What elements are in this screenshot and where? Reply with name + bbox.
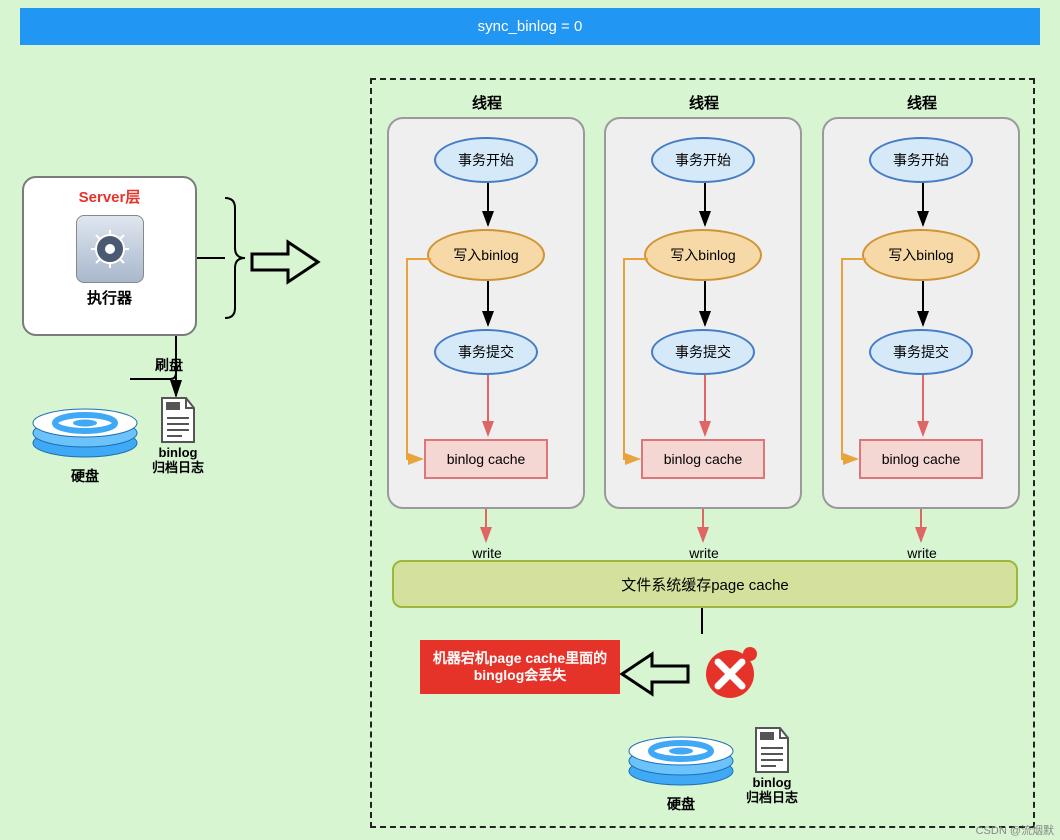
thread-col: 线程 事务开始 写入binlog 事务提交 binlog cache write bbox=[604, 92, 804, 561]
disk-bottom: 硬盘 bbox=[626, 723, 736, 814]
disk-left: 硬盘 bbox=[30, 395, 140, 486]
thread-col: 线程 事务开始 写入binlog 事务提交 binlog cache wr bbox=[387, 92, 587, 561]
step-write: 写入binlog bbox=[427, 229, 545, 281]
binlog-file-left: binlog 归档日志 bbox=[148, 396, 208, 476]
thread-inner: 事务开始 写入binlog 事务提交 binlog cache bbox=[387, 117, 585, 509]
page-cache: 文件系统缓存page cache bbox=[392, 560, 1018, 608]
threads-container: 线程 事务开始 写入binlog 事务提交 binlog cache wr bbox=[370, 78, 1035, 828]
disk-bottom-label: 硬盘 bbox=[626, 794, 736, 814]
step-cache: binlog cache bbox=[424, 439, 548, 479]
disk-left-label: 硬盘 bbox=[30, 466, 140, 486]
thread-col: 线程 事务开始 写入binlog 事务提交 binlog cache write bbox=[822, 92, 1022, 561]
binlog-file-bottom: binlog 归档日志 bbox=[742, 726, 802, 806]
step-start: 事务开始 bbox=[434, 137, 538, 183]
watermark: CSDN @流烟默 bbox=[976, 822, 1054, 838]
write-label: write bbox=[387, 545, 587, 561]
step-commit: 事务提交 bbox=[434, 329, 538, 375]
thread-title: 线程 bbox=[387, 92, 587, 113]
